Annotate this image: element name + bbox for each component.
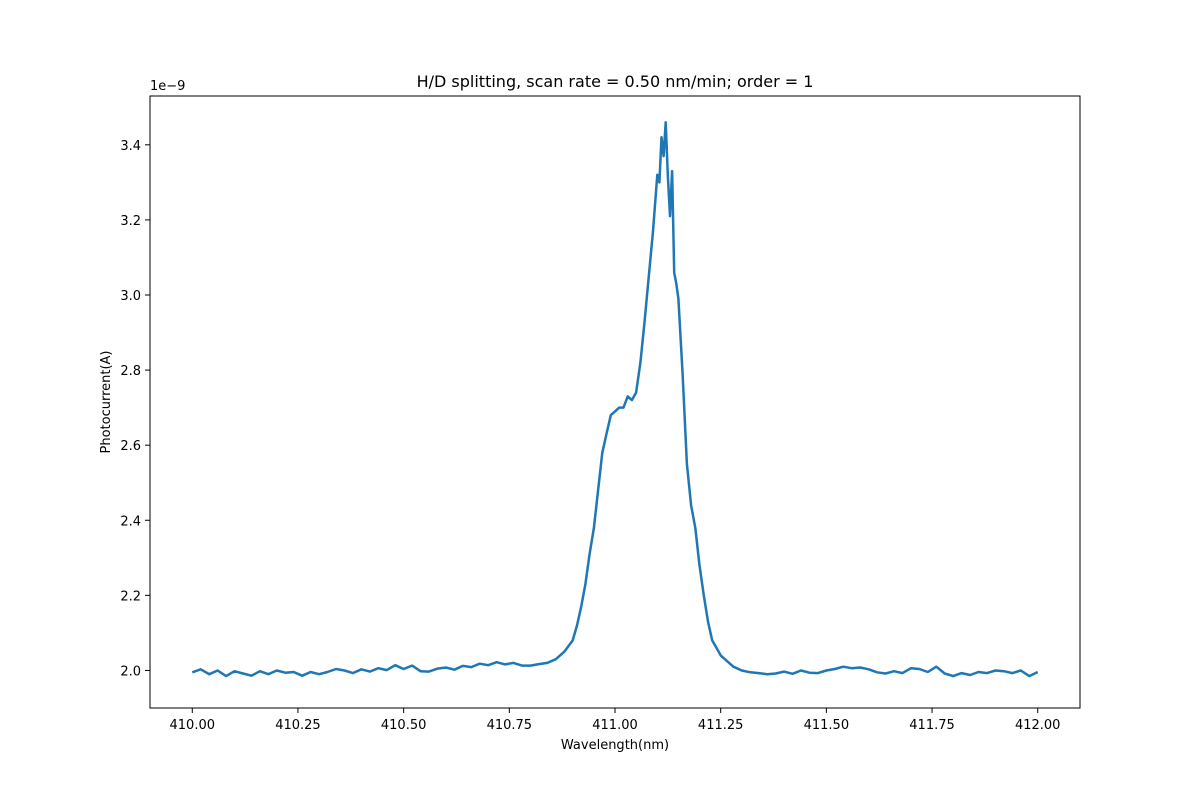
- x-axis-label: Wavelength(nm): [561, 738, 669, 753]
- y-tick-label: 2.6: [120, 439, 141, 454]
- y-axis-offset-text: 1e−9: [150, 79, 185, 94]
- y-tick-label: 3.0: [120, 289, 141, 304]
- x-tick-label: 410.25: [275, 718, 321, 733]
- y-tick-label: 3.4: [120, 139, 141, 154]
- y-tick-label: 2.4: [120, 514, 141, 529]
- y-tick-label: 2.0: [120, 664, 141, 679]
- x-tick-label: 410.50: [381, 718, 427, 733]
- x-tick-label: 411.50: [804, 718, 850, 733]
- chart-title: H/D splitting, scan rate = 0.50 nm/min; …: [417, 72, 814, 91]
- series-line: [191, 121, 1039, 678]
- x-tick-label: 410.00: [170, 718, 216, 733]
- x-tick-label: 411.75: [909, 718, 955, 733]
- x-axis: 410.00 410.25 410.50 410.75 411.00 411.25 411.…: [170, 708, 1061, 733]
- y-tick-label: 2.8: [120, 364, 141, 379]
- x-tick-label: 412.00: [1015, 718, 1061, 733]
- x-tick-label: 410.75: [487, 718, 533, 733]
- y-tick-label: 3.2: [120, 214, 141, 229]
- plot-area: [191, 121, 1039, 678]
- x-tick-label: 411.25: [698, 718, 744, 733]
- y-axis: 2.0 2.2 2.4 2.6 2.8 3.0 3.2 3.4: [120, 139, 150, 679]
- y-tick-label: 2.2: [120, 589, 141, 604]
- y-axis-label: Photocurrent(A): [99, 350, 114, 453]
- x-tick-label: 411.00: [592, 718, 638, 733]
